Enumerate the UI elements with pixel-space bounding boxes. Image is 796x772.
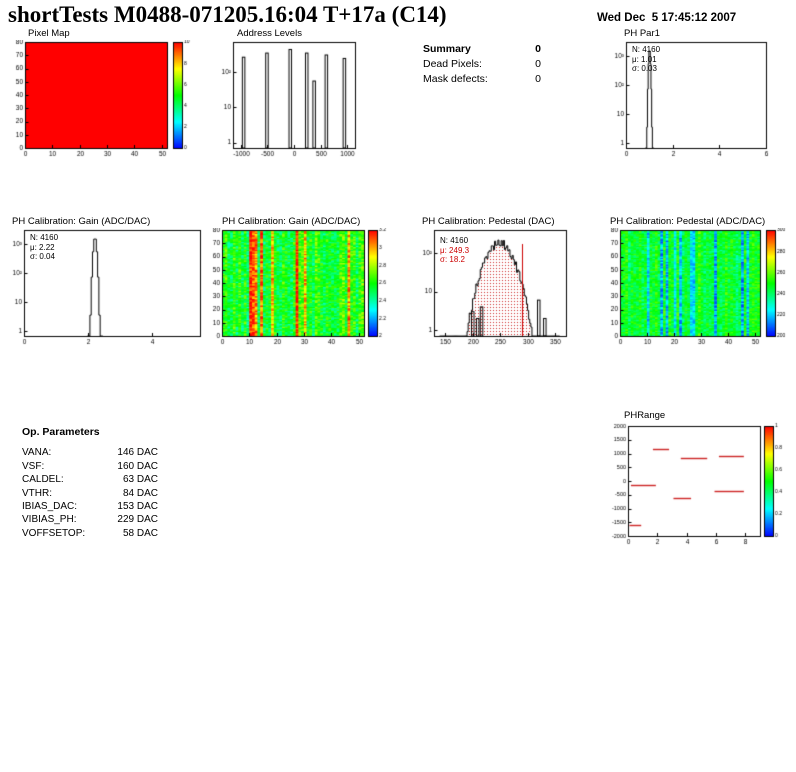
plot-title-pedestal-map: PH Calibration: Pedestal (ADC/DAC) <box>610 216 766 227</box>
plot-title-gain-map: PH Calibration: Gain (ADC/DAC) <box>222 216 361 227</box>
caldel-value: 63 DAC <box>122 474 158 486</box>
op-param-row: VSF: 160 DAC <box>22 460 158 473</box>
summary-block: Summary 0 Dead Pixels: 0 Mask defects: 0 <box>423 42 541 87</box>
op-param-row: CALDEL: 63 DAC <box>22 473 158 486</box>
plot-pixel-map: Pixel Map <box>8 28 213 164</box>
summary-label: Summary <box>423 43 471 55</box>
stats-line: σ: 0.03 <box>632 64 657 73</box>
plot-address-levels: Address Levels <box>215 28 365 164</box>
stats-box: N: 4160 μ: 2.22 σ: 0.04 <box>30 233 58 262</box>
vibias-ph-value: 229 DAC <box>117 514 158 526</box>
vana-label: VANA: <box>22 447 52 459</box>
voffsetop-value: 58 DAC <box>122 527 158 539</box>
plot-ph-par1: PH Par1 N: 4160 μ: 1.01 σ: 0.03 <box>610 28 780 164</box>
summary-row: Dead Pixels: 0 <box>423 57 541 72</box>
pixel-map-canvas <box>8 40 213 164</box>
caldel-label: CALDEL: <box>22 474 64 486</box>
plot-title-ph-range: PHRange <box>624 410 666 421</box>
stats-line: N: 4160 <box>440 236 469 245</box>
pedestal-map-canvas <box>604 228 796 352</box>
page-title: shortTests M0488-071205.16:04 T+17a (C14… <box>8 2 447 27</box>
pedestal-histogram-canvas <box>414 228 574 352</box>
op-parameters-block: Op. Parameters VANA: 146 DAC VSF: 160 DA… <box>22 426 158 540</box>
plot-title-pedestal-histogram: PH Calibration: Pedestal (DAC) <box>422 216 555 227</box>
timestamp: Wed Dec 5 17:45:12 2007 <box>597 12 737 24</box>
plot-pedestal-histogram: PH Calibration: Pedestal (DAC) N: 4160 μ:… <box>414 216 574 352</box>
stats-box: N: 4160 μ: 249.3 σ: 18.2 <box>440 236 469 265</box>
op-param-row: VTHR: 84 DAC <box>22 487 158 500</box>
plot-title-gain-histogram: PH Calibration: Gain (ADC/DAC) <box>12 216 151 227</box>
op-param-row: VANA: 146 DAC <box>22 446 158 459</box>
op-parameters-title: Op. Parameters <box>22 426 100 438</box>
mask-defects-label: Mask defects: <box>423 73 488 85</box>
gain-map-canvas <box>206 228 396 352</box>
stats-line: μ: 2.22 <box>30 242 55 252</box>
op-param-row: IBIAS_DAC: 153 DAC <box>22 500 158 513</box>
mask-defects-value: 0 <box>535 73 541 85</box>
op-param-row: VIBIAS_PH: 229 DAC <box>22 513 158 526</box>
ph-range-canvas <box>608 422 796 554</box>
stats-line: N: 4160 <box>632 45 661 54</box>
ibias-dac-value: 153 DAC <box>117 501 158 513</box>
op-param-row: VOFFSETOP: 58 DAC <box>22 527 158 540</box>
stats-line: σ: 0.04 <box>30 252 55 261</box>
gain-histogram-canvas <box>6 228 211 352</box>
vsf-label: VSF: <box>22 460 45 472</box>
stats-line: μ: 249.3 <box>440 245 470 255</box>
voffsetop-label: VOFFSETOP: <box>22 527 86 539</box>
plot-title-pixel-map: Pixel Map <box>28 28 70 39</box>
vthr-label: VTHR: <box>22 487 52 499</box>
vsf-value: 160 DAC <box>117 460 158 472</box>
summary-value: 0 <box>535 43 541 55</box>
plot-ph-range: PHRange <box>608 410 796 554</box>
plot-title-address-levels: Address Levels <box>237 28 302 39</box>
plot-gain-map: PH Calibration: Gain (ADC/DAC) <box>206 216 396 352</box>
plot-pedestal-map: PH Calibration: Pedestal (ADC/DAC) <box>604 216 796 352</box>
dead-pixels-value: 0 <box>535 58 541 70</box>
stats-box: N: 4160 μ: 1.01 σ: 0.03 <box>632 45 660 74</box>
summary-row: Summary 0 <box>423 42 541 57</box>
address-levels-canvas <box>215 40 365 164</box>
summary-row: Mask defects: 0 <box>423 72 541 87</box>
stats-line: μ: 1.01 <box>632 54 657 64</box>
ibias-dac-label: IBIAS_DAC: <box>22 501 78 513</box>
stats-line: σ: 18.2 <box>440 255 465 264</box>
vibias-ph-label: VIBIAS_PH: <box>22 514 77 526</box>
plot-title-ph-par1: PH Par1 <box>624 28 660 39</box>
ph-par1-canvas <box>610 40 780 164</box>
plot-gain-histogram: PH Calibration: Gain (ADC/DAC) N: 4160 μ:… <box>6 216 211 352</box>
vthr-value: 84 DAC <box>122 487 158 499</box>
stats-line: N: 4160 <box>30 233 59 242</box>
dead-pixels-label: Dead Pixels: <box>423 58 482 70</box>
vana-value: 146 DAC <box>117 447 158 459</box>
